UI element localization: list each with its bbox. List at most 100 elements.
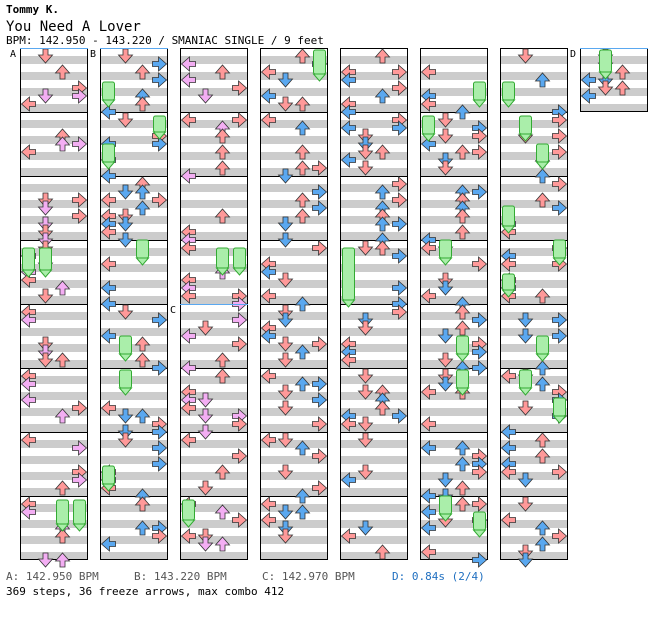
beat-stripe [260, 184, 328, 192]
step-arrow [392, 80, 408, 96]
beat-stripe [180, 344, 248, 352]
beat-stripe [500, 280, 568, 288]
step-arrow [454, 320, 471, 336]
freeze-arrow-tail [215, 267, 230, 276]
step-arrow [134, 496, 151, 512]
step-arrow [152, 424, 168, 440]
beat-stripe [180, 152, 248, 160]
step-arrow [37, 336, 54, 352]
step-arrow [517, 544, 534, 560]
step-arrow [312, 184, 328, 200]
beat-stripe [340, 344, 408, 352]
step-arrow [392, 192, 408, 208]
beat-stripe [260, 120, 328, 128]
step-arrow [340, 104, 356, 120]
beat-stripe [20, 488, 88, 496]
step-arrow [294, 488, 311, 504]
step-arrow [117, 184, 134, 200]
beat-stripe [500, 536, 568, 544]
beat-stripe [420, 72, 488, 80]
step-arrow [260, 264, 276, 280]
beat-stripe [180, 424, 248, 432]
freeze-arrow-tail [72, 523, 87, 532]
step-arrow [197, 536, 214, 552]
freeze-arrow-tail [135, 257, 150, 266]
step-arrow [534, 72, 551, 88]
beat-stripe [420, 200, 488, 208]
beat-stripe [180, 104, 248, 112]
step-arrow [420, 504, 436, 520]
step-arrow [180, 272, 196, 288]
beat-stripe [20, 56, 88, 64]
step-arrow [552, 328, 568, 344]
beat-stripe [100, 104, 168, 112]
beat-stripe [500, 104, 568, 112]
beat-stripe [580, 72, 648, 80]
beat-stripe [500, 216, 568, 224]
beat-stripe [20, 392, 88, 400]
beat-stripe [100, 120, 168, 128]
step-arrow [72, 440, 88, 456]
beat-stripe [500, 200, 568, 208]
beat-stripe [20, 72, 88, 80]
freeze-arrow [456, 369, 469, 389]
beat-stripe [340, 88, 408, 96]
step-arrow [20, 144, 36, 160]
step-arrow [294, 344, 311, 360]
step-arrow [454, 224, 471, 240]
step-arrow [37, 88, 54, 104]
beat-stripe [340, 520, 408, 528]
step-arrow [454, 456, 471, 472]
beat-stripe [20, 296, 88, 304]
beat-stripe [420, 472, 488, 480]
step-arrow [197, 408, 214, 424]
step-arrow [420, 88, 436, 104]
step-arrow [312, 160, 328, 176]
step-arrow [180, 392, 196, 408]
step-arrow [152, 360, 168, 376]
step-arrow [37, 288, 54, 304]
step-arrow [152, 528, 168, 544]
beat-stripe [260, 552, 328, 560]
step-arrow [260, 320, 276, 336]
beat-stripe [420, 408, 488, 416]
beat-stripe [20, 136, 88, 144]
step-arrow [534, 448, 551, 464]
freeze-arrow-tail [101, 161, 116, 170]
beat-stripe [420, 376, 488, 384]
section-label: B [90, 49, 96, 60]
step-arrow [260, 368, 276, 384]
beat-stripe [340, 200, 408, 208]
beat-stripe [20, 216, 88, 224]
freeze-arrow [119, 335, 132, 355]
artist-name: Tommy K. [6, 3, 59, 16]
step-arrow [54, 408, 71, 424]
beat-stripe [100, 312, 168, 320]
beat-stripe [340, 488, 408, 496]
beat-stripe [340, 264, 408, 272]
beat-stripe [340, 536, 408, 544]
step-arrow [232, 336, 248, 352]
step-arrow [534, 376, 551, 392]
beat-stripe [180, 168, 248, 176]
step-arrow [294, 192, 311, 208]
beat-stripe [420, 168, 488, 176]
step-arrow [134, 408, 151, 424]
beat-stripe [20, 232, 88, 240]
step-arrow [374, 240, 391, 256]
beat-stripe [20, 360, 88, 368]
beat-stripe [20, 344, 88, 352]
step-arrow [20, 432, 36, 448]
step-arrow [357, 520, 374, 536]
step-arrow [100, 168, 116, 184]
beat-stripe [500, 360, 568, 368]
beat-stripe [20, 440, 88, 448]
step-arrow [277, 504, 294, 520]
freeze-arrow [519, 369, 532, 389]
step-arrow [214, 352, 231, 368]
freeze-arrow-tail [535, 161, 550, 170]
beat-stripe [100, 360, 168, 368]
step-arrow [100, 400, 116, 416]
step-arrow [552, 464, 568, 480]
